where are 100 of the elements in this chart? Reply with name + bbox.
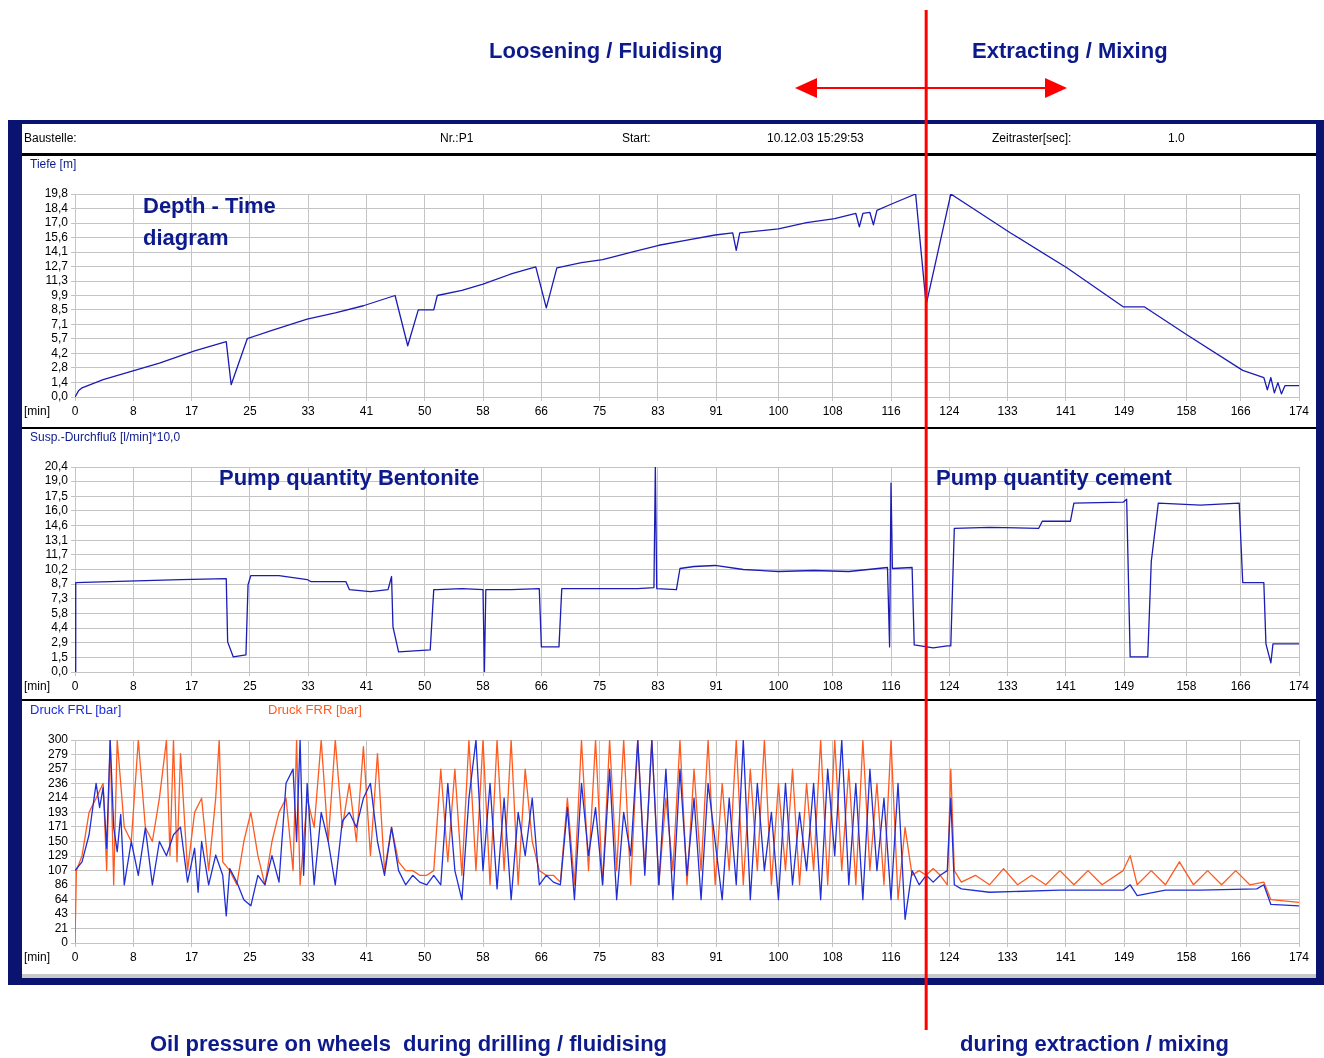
x-tick-label: 41 (359, 403, 374, 418)
annotation: Pump quantity Bentonite (219, 465, 480, 491)
x-tick-label: 41 (359, 949, 374, 964)
y-tick-label: 257 (47, 761, 69, 776)
y-tick-label: 17,0 (44, 215, 69, 230)
x-tick-label: 133 (997, 949, 1018, 964)
y-tick-label: 4,2 (51, 345, 69, 360)
text: Loosening / Fluidising (489, 38, 723, 64)
x-tick-label: 124 (939, 403, 960, 418)
text: Baustelle: (24, 131, 77, 145)
x-axis-title: [min] (24, 950, 51, 965)
x-tick-label: 149 (1114, 678, 1135, 693)
x-tick-label: 25 (243, 403, 257, 418)
x-tick-label: 66 (534, 403, 549, 418)
x-tick-label: 108 (822, 949, 844, 964)
text: Nr.:P1 (440, 131, 474, 145)
x-tick-label: 17 (184, 403, 199, 418)
text: Zeitraster[sec]: (992, 131, 1072, 145)
x-tick-label: 149 (1114, 949, 1135, 964)
text: Extracting / Mixing (972, 38, 1168, 64)
x-tick-label: 108 (822, 403, 844, 418)
text: Druck FRR [bar] (268, 702, 362, 717)
x-tick-label: 17 (184, 949, 199, 964)
x-tick-label: 8 (129, 403, 137, 418)
x-tick-label: 58 (476, 949, 490, 964)
x-tick-label: 100 (768, 403, 789, 418)
y-tick-label: 107 (47, 862, 69, 877)
y-tick-label: 2,9 (51, 635, 69, 650)
y-tick-label: 236 (47, 775, 69, 790)
x-tick-label: 141 (1055, 949, 1077, 964)
x-tick-label: 91 (709, 403, 724, 418)
x-tick-label: 83 (651, 949, 665, 964)
y-tick-label: 17,5 (44, 488, 69, 503)
y-tick-label: 14,1 (44, 244, 69, 259)
x-tick-label: 149 (1114, 403, 1135, 418)
text: 10.12.03 15:29:53 (767, 131, 864, 145)
x-tick-label: 33 (301, 949, 316, 964)
y-tick-label: 64 (54, 891, 69, 906)
y-tick-label: 20,4 (44, 459, 69, 474)
x-tick-label: 166 (1230, 678, 1252, 693)
y-tick-label: 7,3 (51, 591, 69, 606)
x-tick-label: 58 (476, 678, 490, 693)
y-tick-label: 8,5 (51, 302, 69, 317)
y-tick-label: 16,0 (44, 503, 69, 518)
x-tick-label: 50 (418, 678, 432, 693)
y-tick-label: 5,7 (51, 331, 69, 346)
y-tick-label: 1,4 (51, 374, 69, 389)
y-tick-label: 279 (47, 746, 69, 761)
y-tick-label: 86 (54, 877, 69, 892)
x-tick-label: 58 (476, 403, 490, 418)
x-tick-label: 100 (768, 678, 789, 693)
x-tick-label: 0 (71, 403, 79, 418)
x-tick-label: 41 (359, 678, 374, 693)
y-axis-title: Susp.-Durchfluß [l/min]*10,0 (30, 430, 181, 445)
x-tick-label: 133 (997, 678, 1018, 693)
y-tick-label: 19,0 (44, 473, 69, 488)
x-tick-label: 83 (651, 678, 665, 693)
y-tick-label: 0,0 (51, 389, 69, 404)
y-tick-label: 2,8 (51, 360, 69, 375)
y-tick-label: 12,7 (44, 258, 69, 273)
y-axis-title: Tiefe [m] (30, 157, 77, 172)
x-tick-label: 133 (997, 403, 1018, 418)
x-tick-label: 116 (881, 403, 901, 418)
y-tick-label: 5,8 (51, 605, 69, 620)
y-tick-label: 18,4 (44, 200, 69, 215)
x-tick-label: 141 (1055, 403, 1077, 418)
x-tick-label: 83 (651, 403, 665, 418)
y-tick-label: 11,3 (45, 273, 69, 288)
annotation: Depth - Time diagram (143, 192, 277, 252)
x-tick-label: 33 (301, 678, 316, 693)
y-tick-label: 150 (47, 833, 69, 848)
y-tick-label: 1,5 (51, 649, 69, 664)
x-tick-label: 0 (71, 949, 79, 964)
y-tick-label: 14,6 (44, 517, 69, 532)
x-tick-label: 17 (184, 678, 199, 693)
x-tick-label: 75 (592, 678, 607, 693)
x-tick-label: 158 (1176, 949, 1197, 964)
x-tick-label: 100 (768, 949, 789, 964)
x-tick-label: 66 (534, 678, 549, 693)
x-tick-label: 166 (1230, 403, 1252, 418)
x-tick-label: 124 (939, 949, 960, 964)
y-tick-label: 8,7 (51, 576, 69, 591)
y-tick-label: 171 (47, 819, 69, 834)
x-tick-label: 66 (534, 949, 549, 964)
y-tick-label: 300 (47, 732, 69, 747)
y-tick-label: 10,2 (44, 561, 69, 576)
y-tick-label: 7,1 (51, 316, 69, 331)
text: 1.0 (1168, 131, 1185, 145)
text: Start: (622, 131, 651, 145)
y-tick-label: 0,0 (51, 664, 69, 679)
y-tick-label: 15,6 (44, 229, 69, 244)
x-tick-label: 75 (592, 949, 607, 964)
x-tick-label: 8 (129, 678, 137, 693)
y-tick-label: 4,4 (51, 620, 69, 635)
y-tick-label: 21 (54, 920, 69, 935)
text: during extraction / mixing (960, 1031, 1229, 1057)
x-axis-title: [min] (24, 404, 51, 419)
y-tick-label: 11,7 (45, 547, 69, 562)
x-tick-label: 91 (709, 949, 724, 964)
x-tick-label: 8 (129, 949, 137, 964)
